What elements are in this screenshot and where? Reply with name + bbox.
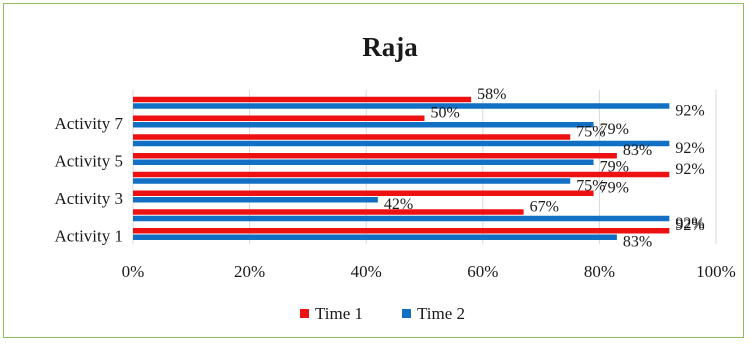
chart-title: Raja bbox=[362, 32, 418, 62]
tick-labels-group: 0% 20% 40% 60% 80% 100% bbox=[122, 262, 736, 281]
category-labels-group: Activity 1 Activity 3 Activity 5 Activity 7 bbox=[55, 114, 124, 246]
data-label-time-1-cat-8: 58% bbox=[477, 86, 506, 103]
data-label-time-1-cat-4: 92% bbox=[675, 161, 704, 178]
legend-label-1: Time 1 bbox=[315, 304, 363, 323]
data-label-time-1-cat-6: 75% bbox=[576, 123, 605, 140]
bar-time-2-cat-1 bbox=[133, 234, 617, 240]
data-label-time-2-cat-1: 83% bbox=[623, 234, 652, 251]
bar-time-1-cat-2 bbox=[133, 209, 524, 215]
data-label-time-2-cat-5: 79% bbox=[600, 159, 629, 176]
x-tick-label-60: 60% bbox=[467, 262, 498, 281]
x-tick-label-0: 0% bbox=[122, 262, 145, 281]
x-tick-label-100: 100% bbox=[696, 262, 736, 281]
data-label-time-2-cat-4: 75% bbox=[576, 177, 605, 194]
category-label-5: Activity 5 bbox=[55, 152, 123, 171]
bar-time-2-cat-6 bbox=[133, 140, 670, 147]
x-tick-label-20: 20% bbox=[234, 262, 265, 281]
data-label-time-2-cat-2: 92% bbox=[675, 215, 704, 232]
bar-time-2-cat-5 bbox=[133, 159, 594, 165]
x-tick-label-40: 40% bbox=[351, 262, 382, 281]
legend-swatch-2 bbox=[402, 309, 411, 318]
data-label-time-2-cat-8: 92% bbox=[675, 102, 704, 119]
bars-group bbox=[133, 96, 670, 240]
data-label-time-2-cat-3: 42% bbox=[384, 196, 413, 213]
bar-time-1-cat-4 bbox=[133, 171, 670, 178]
legend-swatch-1 bbox=[300, 309, 309, 318]
data-label-time-1-cat-1: 92% bbox=[675, 217, 704, 234]
bar-time-2-cat-4 bbox=[133, 178, 571, 184]
legend: Time 1 Time 2 bbox=[300, 304, 465, 323]
bar-time-2-cat-2 bbox=[133, 215, 670, 222]
bar-time-2-cat-7 bbox=[133, 122, 594, 128]
chart-frame bbox=[3, 3, 744, 338]
data-label-time-2-cat-7: 79% bbox=[600, 121, 629, 138]
x-tick-label-80: 80% bbox=[584, 262, 615, 281]
data-label-time-1-cat-3: 79% bbox=[600, 180, 629, 197]
bar-time-1-cat-3 bbox=[133, 190, 594, 196]
data-labels-group: 92%83%67%92%79%42%92%75%83%79%75%92%50%7… bbox=[384, 86, 705, 251]
bar-time-1-cat-6 bbox=[133, 134, 571, 140]
bar-time-1-cat-5 bbox=[133, 153, 617, 159]
bar-time-1-cat-8 bbox=[133, 96, 472, 103]
category-label-1: Activity 1 bbox=[55, 227, 123, 246]
category-label-3: Activity 3 bbox=[55, 189, 123, 208]
legend-label-2: Time 2 bbox=[417, 304, 465, 323]
bar-time-2-cat-3 bbox=[133, 197, 378, 203]
category-label-7: Activity 7 bbox=[55, 114, 124, 133]
bar-time-1-cat-1 bbox=[133, 228, 670, 234]
data-label-time-1-cat-2: 67% bbox=[530, 198, 559, 215]
data-label-time-1-cat-7: 50% bbox=[431, 105, 460, 122]
bar-time-1-cat-7 bbox=[133, 115, 425, 121]
bar-time-2-cat-8 bbox=[133, 103, 670, 109]
data-label-time-2-cat-6: 92% bbox=[675, 140, 704, 157]
data-label-time-1-cat-5: 83% bbox=[623, 142, 652, 159]
